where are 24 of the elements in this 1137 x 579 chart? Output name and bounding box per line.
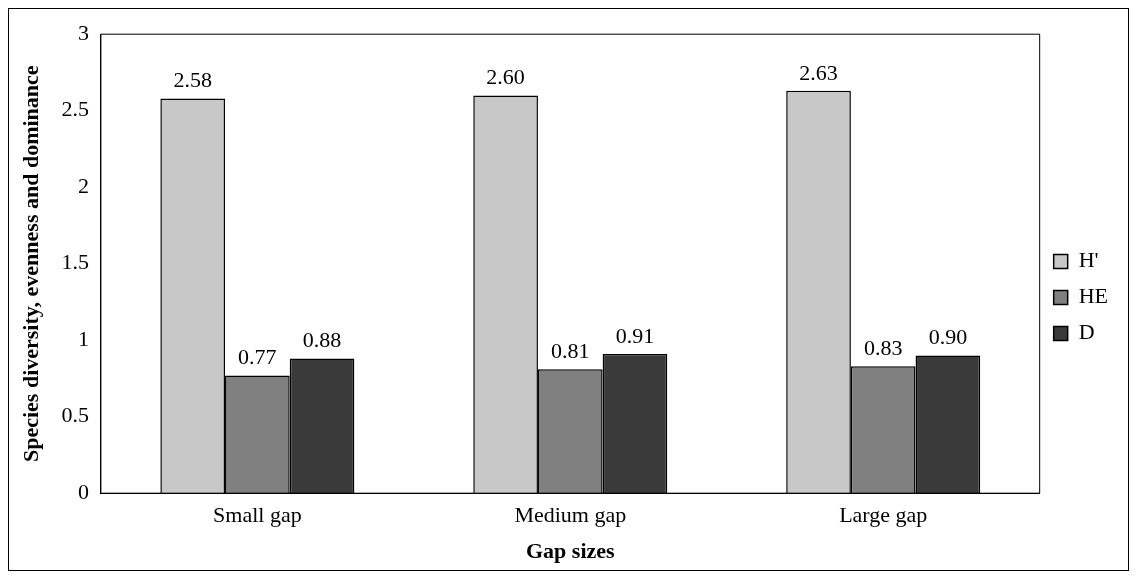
- data-label: 2.58: [173, 67, 212, 93]
- x-axis-title: Gap sizes: [525, 538, 616, 564]
- data-label: 0.88: [302, 327, 342, 353]
- y-tick-label: 0: [77, 478, 89, 504]
- x-tick-label: Small gap: [213, 502, 302, 528]
- y-tick-label: 0.5: [61, 402, 89, 428]
- data-label: 2.60: [486, 64, 525, 90]
- y-tick-label: 2.5: [61, 96, 89, 122]
- y-tick-label: 3: [77, 19, 89, 45]
- x-tick-label: Medium gap: [514, 502, 627, 528]
- data-label: 0.81: [551, 338, 590, 364]
- y-tick-label: 1: [77, 325, 89, 351]
- y-tick-label: 1.5: [61, 249, 89, 275]
- x-tick-label: Large gap: [839, 502, 928, 528]
- data-label: 0.77: [238, 344, 277, 370]
- y-tick-label: 2: [77, 172, 89, 198]
- data-label: 0.90: [928, 324, 968, 350]
- data-label: 2.63: [799, 59, 838, 85]
- data-label: 0.83: [863, 334, 903, 360]
- legend-label: HE: [1078, 283, 1108, 309]
- legend-label: H': [1078, 247, 1099, 273]
- legend-label: D: [1078, 319, 1095, 345]
- y-axis-title: Species diversity, evenness and dominance: [17, 65, 43, 463]
- data-label: 0.91: [615, 322, 655, 348]
